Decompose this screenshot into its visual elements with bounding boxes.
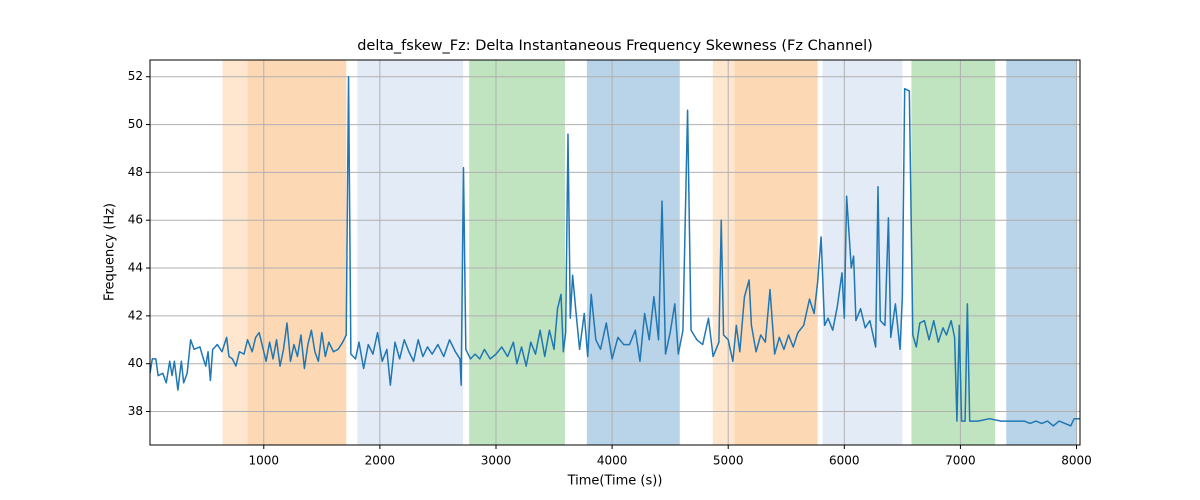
data-line — [150, 75, 1080, 427]
x-tick-label: 7000 — [945, 454, 976, 468]
x-tick-label: 2000 — [365, 454, 396, 468]
y-tick-label: 50 — [128, 117, 143, 131]
x-tick-label: 1000 — [249, 454, 280, 468]
ticks: 1000 2000 3000 4000 5000 6000 7000 8000 38 40 42 44… — [128, 69, 1092, 467]
shaded-span — [247, 60, 347, 445]
y-tick-label: 48 — [128, 165, 143, 179]
y-tick-label: 52 — [128, 69, 143, 83]
plot — [150, 75, 1080, 427]
x-axis-label: Time(Time (s)) — [567, 474, 663, 489]
y-tick-label: 46 — [128, 213, 143, 227]
x-tick-label: 5000 — [713, 454, 744, 468]
y-axis-label: Frequency (Hz) — [103, 203, 118, 301]
y-tick-label: 40 — [128, 356, 143, 370]
shaded-span — [734, 60, 818, 445]
x-tick-label: 3000 — [481, 454, 512, 468]
grid — [150, 60, 1080, 445]
y-tick-label: 44 — [128, 261, 143, 275]
x-tick-label: 8000 — [1061, 454, 1092, 468]
shaded-span — [1006, 60, 1078, 445]
chart-title: delta_fskew_Fz: Delta Instantaneous Freq… — [357, 38, 873, 54]
shaded-span — [911, 60, 996, 445]
shaded-span — [822, 60, 903, 445]
axes-frame — [149, 59, 1081, 446]
x-tick-label: 4000 — [597, 454, 628, 468]
y-tick-label: 42 — [128, 308, 143, 322]
shaded-span — [469, 60, 565, 445]
y-tick-label: 38 — [128, 404, 143, 418]
shaded-span — [357, 60, 464, 445]
shaded-span — [586, 60, 680, 445]
x-tick-label: 6000 — [829, 454, 860, 468]
